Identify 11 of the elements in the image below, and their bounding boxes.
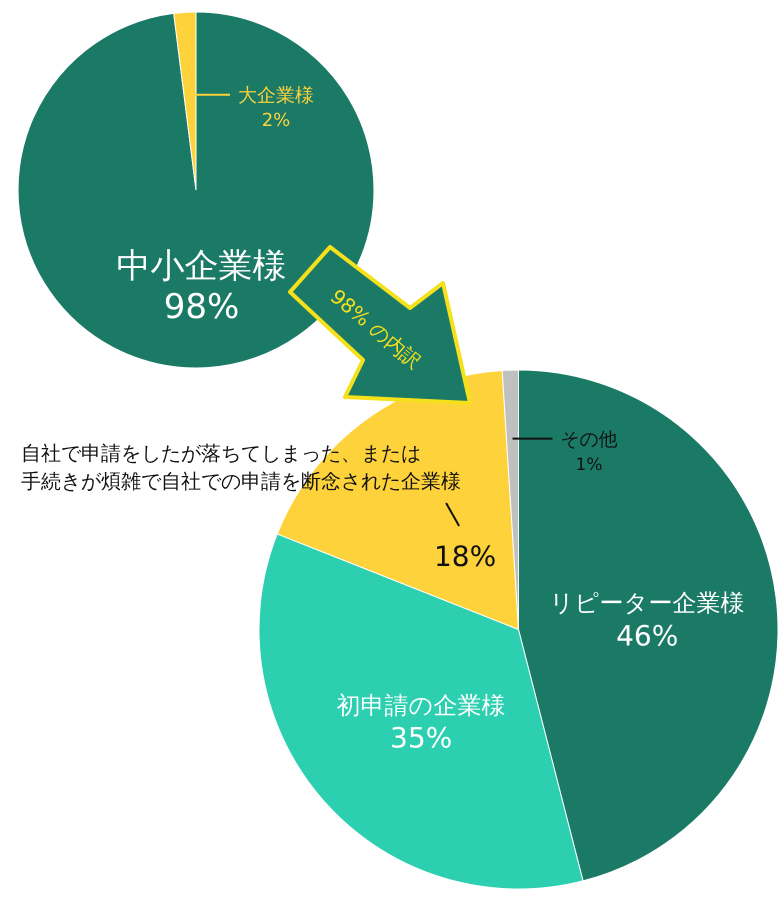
- data-label: 35%: [390, 722, 452, 755]
- slice-label: その他: [560, 428, 618, 450]
- slice-label: リピーター企業様: [550, 589, 745, 618]
- slice-label: 大企業様: [238, 84, 314, 106]
- data-label: 1%: [576, 454, 602, 475]
- slice-label: 中小企業様: [116, 246, 287, 286]
- data-label: 46%: [616, 619, 678, 652]
- data-label: 2%: [262, 110, 290, 132]
- slice-label: 初申請の企業様: [336, 691, 506, 720]
- data-label: 98%: [164, 286, 240, 327]
- data-label: 18%: [434, 540, 496, 573]
